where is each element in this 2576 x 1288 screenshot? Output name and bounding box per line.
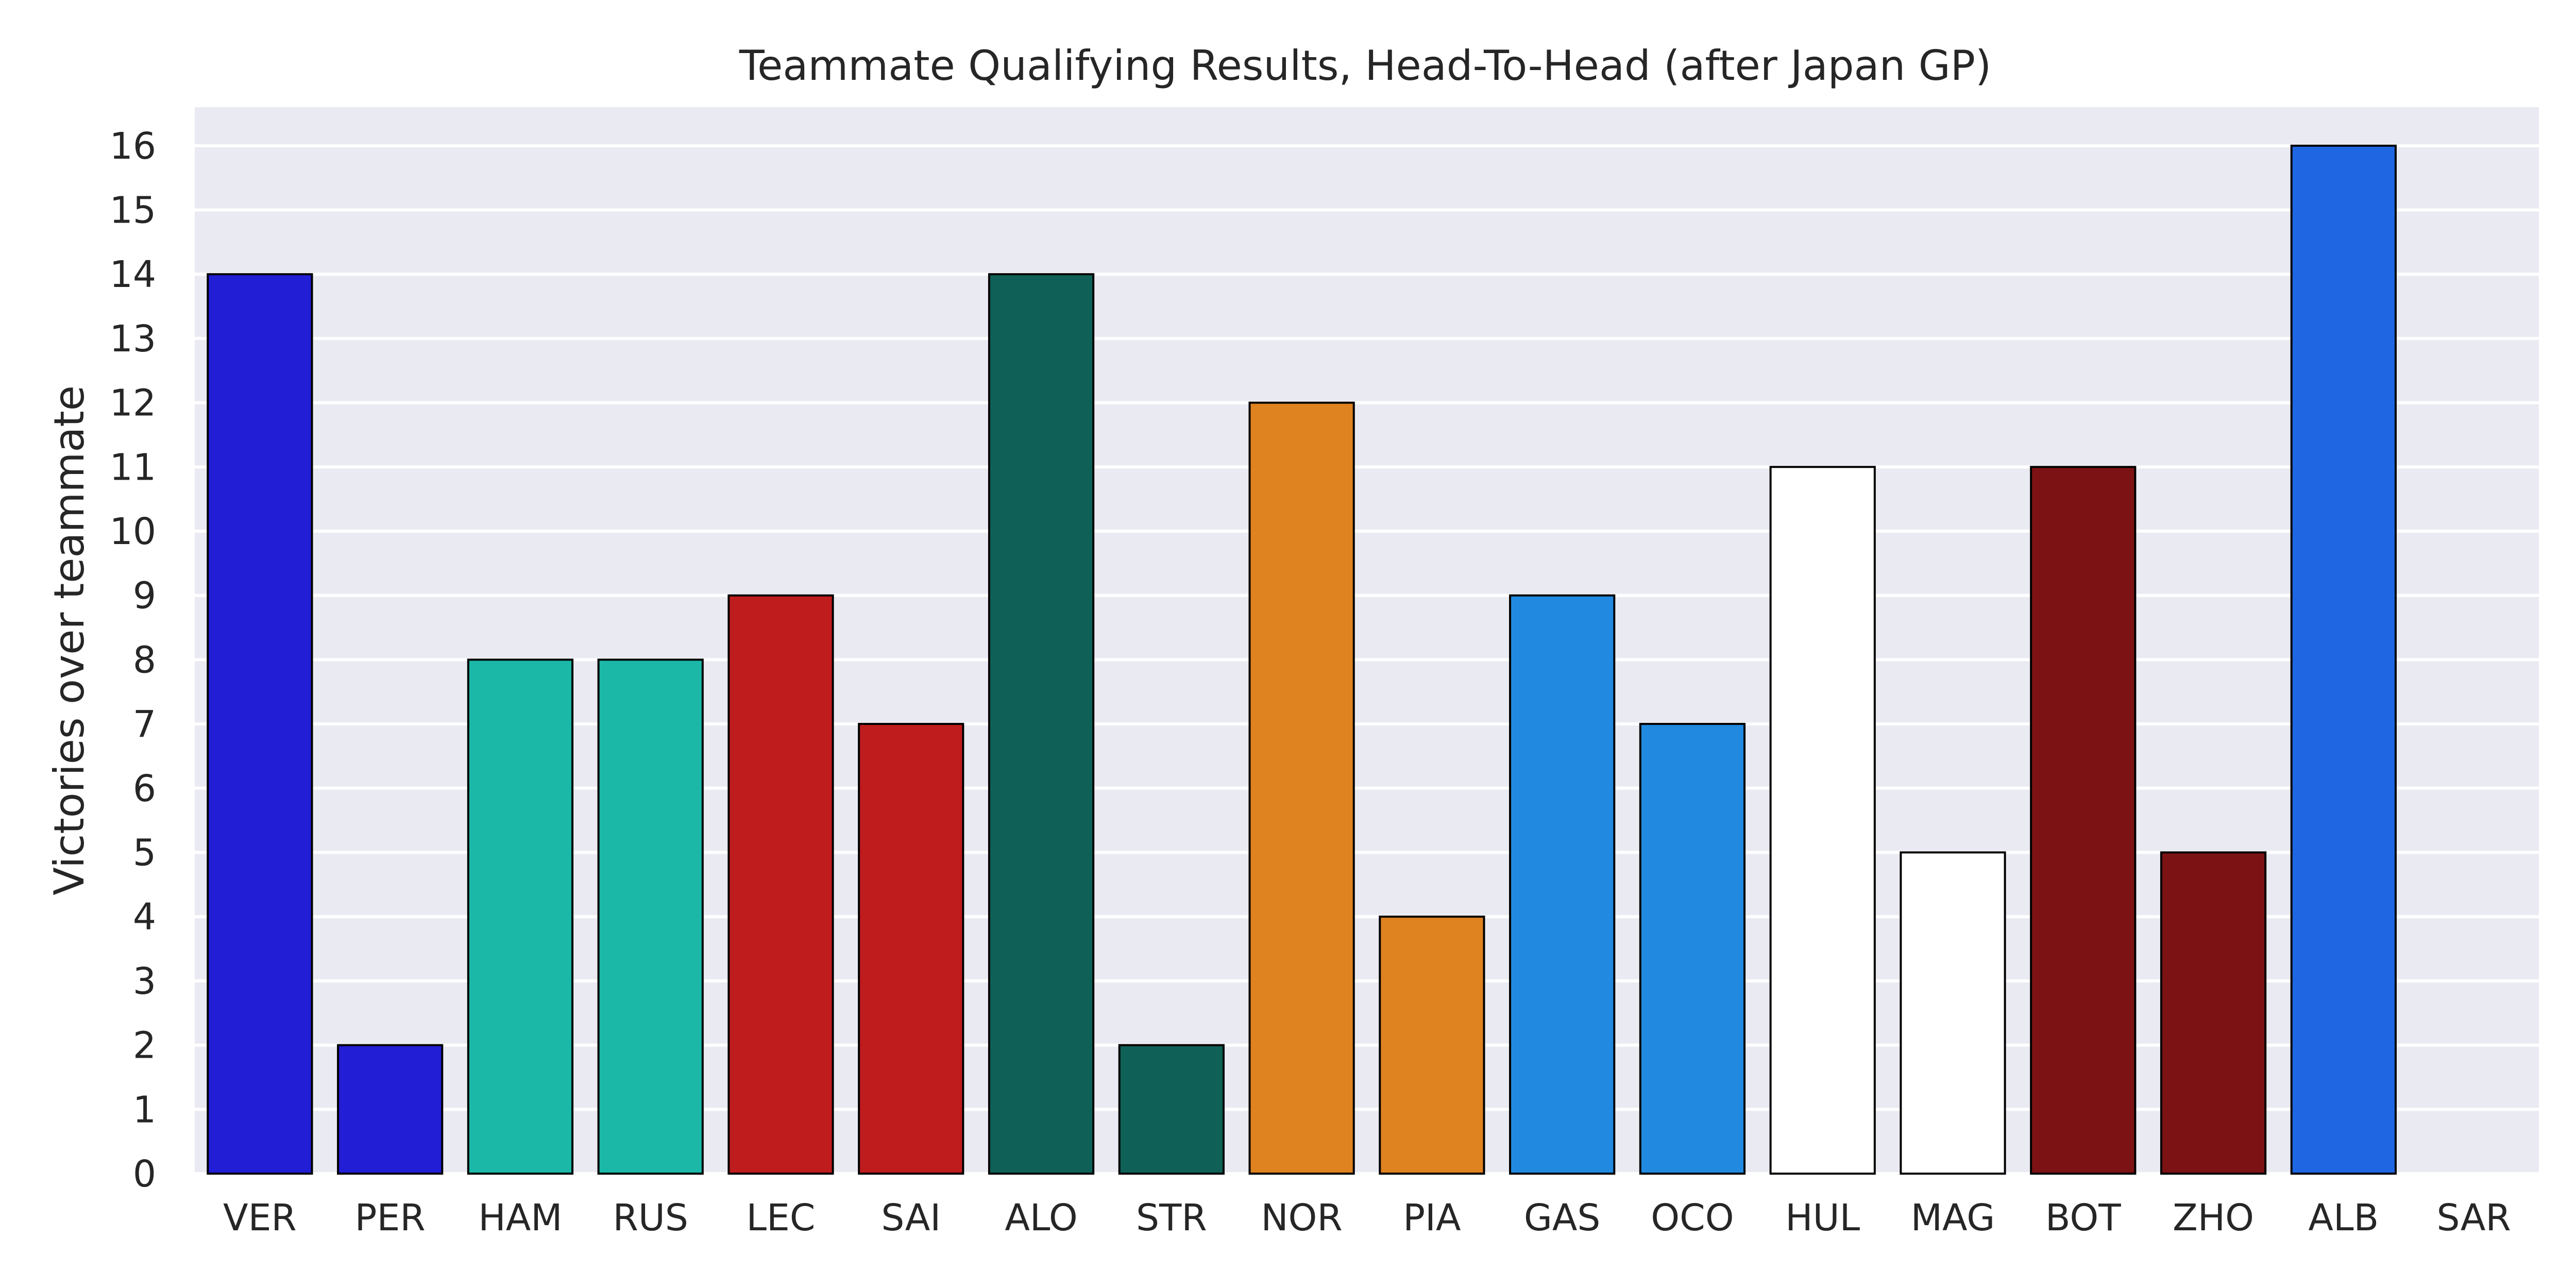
y-tick-label: 9 bbox=[133, 574, 156, 617]
bar-bot bbox=[2030, 466, 2137, 1175]
y-tick-label: 7 bbox=[133, 703, 156, 745]
y-tick-label: 3 bbox=[133, 960, 156, 1003]
bar-ver bbox=[207, 273, 313, 1175]
x-tick-label: ZHO bbox=[2173, 1196, 2254, 1239]
y-tick-label: 8 bbox=[133, 638, 156, 681]
y-tick-label: 5 bbox=[133, 832, 156, 874]
y-tick-label: 14 bbox=[110, 253, 156, 296]
y-tick-label: 11 bbox=[110, 446, 156, 488]
bar-sai bbox=[858, 723, 964, 1175]
bar-pia bbox=[1379, 916, 1485, 1175]
y-tick-label: 13 bbox=[110, 317, 156, 360]
bar-zho bbox=[2160, 851, 2267, 1175]
x-tick-labels: VER PER HAM RUS LEC SAI ALO STR NOR PIA GAS OCO HUL M… bbox=[223, 1196, 2511, 1239]
x-tick-label: STR bbox=[1136, 1196, 1207, 1239]
x-tick-label: HAM bbox=[478, 1196, 562, 1239]
x-tick-label: PIA bbox=[1403, 1196, 1461, 1239]
bar-ham bbox=[467, 658, 574, 1175]
bar-nor bbox=[1248, 401, 1355, 1175]
bar-rus bbox=[597, 658, 704, 1175]
bar-alo bbox=[988, 273, 1095, 1175]
bar-mag bbox=[1900, 851, 2006, 1175]
bar-per bbox=[337, 1044, 444, 1175]
x-tick-label: MAG bbox=[1911, 1196, 1995, 1239]
x-tick-label: ALB bbox=[2308, 1196, 2379, 1239]
plot-area bbox=[195, 107, 2539, 1174]
y-tick-label: 0 bbox=[133, 1153, 156, 1195]
x-tick-label: VER bbox=[223, 1196, 297, 1239]
x-tick-label: SAI bbox=[881, 1196, 941, 1239]
y-tick-label: 12 bbox=[110, 382, 156, 425]
y-tick-label: 16 bbox=[110, 125, 156, 167]
x-tick-label: ALO bbox=[1005, 1196, 1077, 1239]
bar-str bbox=[1118, 1044, 1225, 1175]
bar-alb bbox=[2290, 144, 2397, 1175]
y-tick-label: 4 bbox=[133, 895, 156, 938]
x-tick-label: PER bbox=[355, 1196, 426, 1239]
bar-oco bbox=[1639, 723, 1746, 1175]
bars bbox=[207, 144, 2397, 1175]
y-tick-label: 2 bbox=[133, 1024, 156, 1067]
y-tick-label: 10 bbox=[110, 510, 156, 553]
x-tick-label: HUL bbox=[1785, 1196, 1860, 1239]
y-tick-label: 15 bbox=[110, 189, 156, 232]
x-tick-label: SAR bbox=[2436, 1196, 2511, 1239]
y-grid-lines bbox=[195, 144, 2539, 1175]
x-tick-label: GAS bbox=[1524, 1196, 1601, 1239]
y-tick-label: 6 bbox=[133, 767, 156, 810]
y-tick-label: 1 bbox=[133, 1088, 156, 1131]
x-tick-label: BOT bbox=[2045, 1196, 2121, 1239]
x-tick-label: LEC bbox=[747, 1196, 816, 1239]
y-axis-label: Victories over teammate bbox=[45, 385, 93, 895]
x-tick-label: OCO bbox=[1651, 1196, 1734, 1239]
bar-lec bbox=[727, 594, 834, 1175]
x-tick-label: NOR bbox=[1261, 1196, 1342, 1239]
bar-gas bbox=[1509, 594, 1616, 1175]
bar-hul bbox=[1769, 466, 1876, 1175]
chart-title: Teammate Qualifying Results, Head-To-Hea… bbox=[739, 42, 1991, 90]
x-tick-label: RUS bbox=[613, 1196, 688, 1239]
